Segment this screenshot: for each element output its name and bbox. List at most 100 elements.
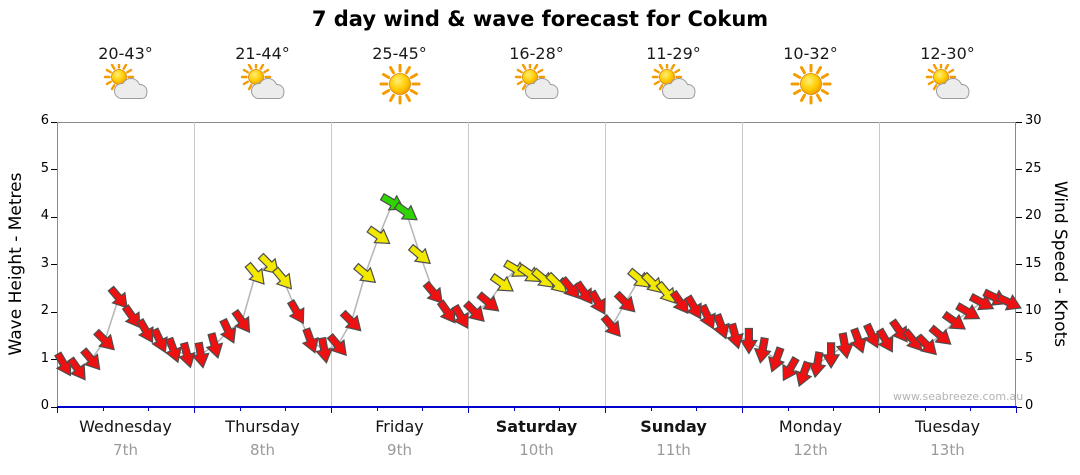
day-label: Saturday	[495, 417, 578, 436]
wind-arrow	[726, 322, 744, 350]
wind-arrow	[545, 271, 568, 294]
x-minor-tick	[376, 406, 378, 411]
wind-arrow	[353, 262, 377, 284]
x-major-tick	[1016, 406, 1017, 413]
wind-arrow	[164, 336, 182, 364]
right-tick-label: 5	[1025, 350, 1034, 366]
wind-arrow	[627, 267, 651, 288]
wind-arrow	[559, 276, 580, 300]
left-tick-mark	[51, 406, 57, 408]
wind-arrow	[80, 347, 101, 371]
wind-arrow	[205, 332, 224, 359]
wind-arrow	[315, 336, 334, 364]
wind-arrow	[150, 327, 168, 354]
right-tick-mark	[1016, 169, 1022, 170]
x-minor-tick	[559, 406, 561, 411]
wind-arrow	[231, 308, 251, 334]
watermark: www.seabreeze.com.au	[893, 390, 1024, 403]
sun-cloud-glyph	[925, 61, 969, 99]
trend-line	[63, 201, 1010, 375]
wind-arrow	[669, 289, 689, 315]
x-major-tick	[742, 406, 743, 413]
wind-arrow	[257, 252, 280, 275]
temp-range: 25-45°	[372, 44, 427, 63]
wind-arrow	[684, 294, 702, 320]
left-tick-mark	[51, 311, 57, 313]
right-tick-mark	[1016, 264, 1022, 265]
wind-arrow	[422, 280, 443, 304]
day-label: Wednesday	[79, 417, 172, 436]
temp-range: 21-44°	[235, 44, 290, 63]
wind-arrow	[271, 266, 293, 290]
right-tick-mark	[1016, 359, 1022, 360]
wind-arrow	[178, 341, 196, 369]
right-axis-title: Wind Speed - Knots	[1050, 180, 1070, 348]
wind-arrow	[588, 289, 606, 315]
date-label: 7th	[113, 441, 138, 459]
wind-arrow	[928, 324, 952, 345]
x-minor-tick	[970, 406, 972, 411]
x-minor-tick	[650, 406, 652, 411]
wind-arrow	[476, 291, 500, 312]
partly-cloudy-icon	[651, 61, 697, 106]
wind-arrow	[767, 346, 786, 373]
wind-arrow	[849, 327, 867, 354]
x-minor-tick	[787, 406, 789, 411]
right-tick-mark	[1016, 406, 1022, 408]
wind-arrow	[655, 280, 676, 304]
date-label: 8th	[250, 441, 275, 459]
wind-arrow	[822, 342, 841, 369]
x-minor-tick	[102, 406, 104, 411]
left-tick-mark	[51, 359, 57, 360]
wind-arrow	[326, 333, 347, 357]
wind-arrow	[54, 351, 72, 377]
sun-glyph	[379, 63, 420, 105]
left-tick-mark	[51, 216, 57, 218]
temp-range: 11-29°	[646, 44, 701, 63]
date-label: 11th	[656, 441, 691, 459]
right-tick-label: 25	[1025, 160, 1042, 176]
day-label: Monday	[778, 417, 843, 436]
x-minor-tick	[285, 406, 287, 411]
x-axis-line	[57, 406, 1016, 408]
x-minor-tick	[422, 406, 424, 411]
x-minor-tick	[924, 406, 926, 411]
wind-arrow	[795, 360, 813, 388]
wind-arrow	[995, 293, 1022, 311]
day-label: Friday	[375, 417, 424, 436]
wind-arrow	[600, 314, 621, 338]
right-tick-label: 15	[1025, 255, 1042, 271]
wind-arrow	[191, 341, 210, 369]
right-tick-label: 10	[1025, 303, 1042, 318]
day-label: Tuesday	[914, 417, 981, 436]
day-gridline	[605, 122, 606, 407]
x-minor-tick	[513, 406, 515, 411]
wind-arrow	[613, 290, 636, 313]
wind-arrow	[902, 328, 923, 352]
temp-range: 16-28°	[509, 44, 564, 63]
date-label: 10th	[519, 441, 554, 459]
wind-arrow	[462, 300, 485, 323]
left-tick-mark	[51, 121, 57, 123]
wind-arrow	[107, 285, 128, 309]
day-gridline	[331, 122, 332, 407]
wind-arrow	[517, 263, 542, 283]
temp-range: 12-30°	[920, 44, 975, 63]
temp-range: 20-43°	[98, 44, 153, 63]
temp-range: 10-32°	[783, 44, 838, 63]
x-major-tick	[879, 406, 880, 413]
day-gridline	[194, 122, 195, 407]
x-minor-tick	[239, 406, 241, 411]
right-tick-mark	[1016, 311, 1022, 313]
x-minor-tick	[148, 406, 150, 411]
left-tick-mark	[51, 169, 57, 170]
sun-cloud-glyph	[651, 61, 695, 99]
wind-arrow	[67, 356, 86, 381]
x-minor-tick	[833, 406, 835, 411]
wind-arrow	[915, 333, 938, 356]
left-tick-label: 0	[40, 398, 49, 413]
date-label: 9th	[387, 441, 412, 459]
page-title: 7 day wind & wave forecast for Cokum	[311, 7, 769, 31]
wind-arrow	[698, 303, 716, 330]
